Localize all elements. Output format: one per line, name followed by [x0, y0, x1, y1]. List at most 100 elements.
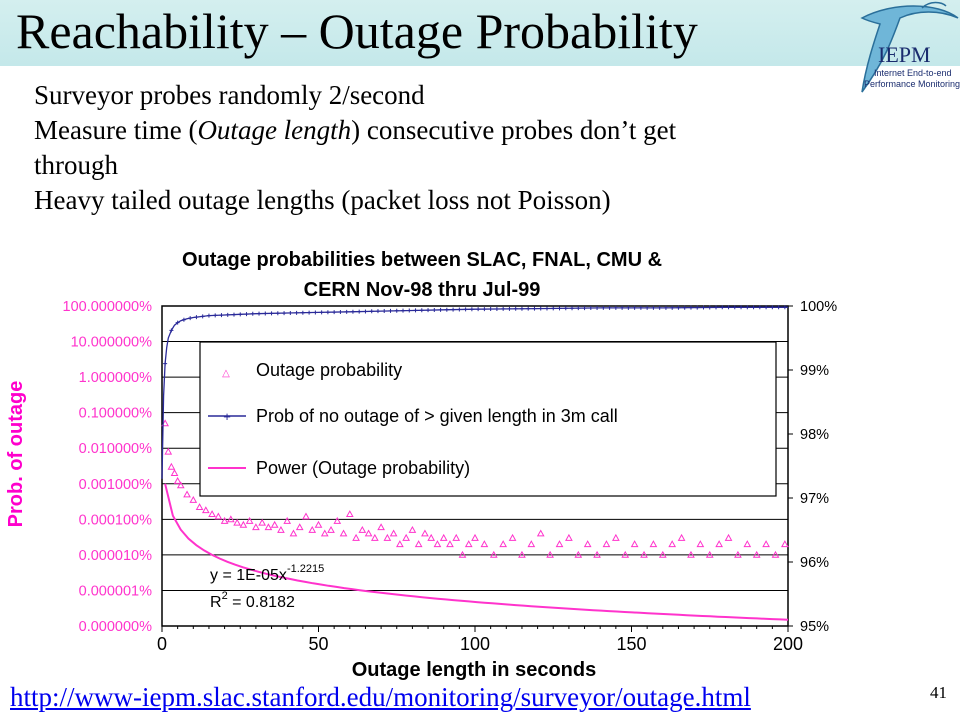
y-tick-label: 0.000000%	[79, 619, 152, 635]
chart-legend: △ Outage probability + Prob of no outage…	[199, 341, 777, 497]
outage-point	[201, 506, 210, 514]
no-outage-point	[488, 307, 493, 312]
no-outage-point	[532, 306, 537, 311]
no-outage-point	[751, 305, 756, 310]
y2-tick-label: 97%	[800, 491, 829, 507]
chart-title-line2: CERN Nov-98 thru Jul-99	[304, 279, 541, 301]
outage-point	[345, 510, 354, 518]
y-tick-label: 0.001000%	[79, 477, 152, 493]
no-outage-point	[588, 306, 593, 311]
bullet-2-cont: through	[34, 150, 118, 180]
outage-point	[612, 533, 620, 541]
no-outage-point	[200, 314, 205, 319]
no-outage-point	[369, 309, 374, 314]
outage-point	[724, 533, 733, 541]
no-outage-point	[419, 308, 424, 313]
outage-point	[452, 533, 461, 541]
no-outage-point	[282, 311, 287, 316]
outage-point	[377, 523, 385, 531]
outage-point	[414, 540, 423, 548]
outage-point	[668, 540, 677, 548]
no-outage-point	[294, 310, 299, 315]
y-axis-label: Prob. of outage	[5, 381, 27, 528]
no-outage-point	[457, 307, 462, 312]
no-outage-point	[695, 305, 700, 310]
no-outage-point	[657, 305, 662, 310]
outage-page-link[interactable]: http://www-iepm.slac.stanford.edu/monito…	[10, 682, 751, 712]
outage-point	[302, 512, 310, 520]
slide-title: Reachability – Outage Probability	[16, 3, 698, 59]
outage-point	[183, 490, 191, 498]
outage-point	[396, 540, 404, 548]
y-tick-label: 1.000000%	[79, 370, 152, 386]
no-outage-point	[206, 313, 211, 318]
outage-point	[602, 540, 611, 548]
outage-point	[715, 540, 723, 548]
no-outage-point	[507, 306, 512, 311]
y-tick-label: 0.000010%	[79, 548, 152, 564]
no-outage-point	[213, 313, 218, 318]
outage-point	[621, 550, 630, 558]
no-outage-point	[181, 317, 186, 322]
outage-point	[389, 529, 398, 537]
no-outage-point	[388, 308, 393, 313]
y-tick-label: 0.000100%	[79, 512, 152, 528]
no-outage-point	[257, 311, 262, 316]
no-outage-point	[263, 311, 268, 316]
no-outage-point	[319, 310, 324, 315]
no-outage-point	[576, 306, 581, 311]
outage-point	[630, 540, 639, 548]
outage-point	[752, 550, 761, 558]
y2-tick-label: 95%	[800, 619, 829, 635]
outage-point	[518, 550, 526, 558]
outage-point	[421, 529, 429, 537]
y2-tick-label: 98%	[800, 427, 829, 443]
no-outage-point	[745, 305, 750, 310]
outage-point	[227, 515, 235, 523]
no-outage-point	[482, 307, 487, 312]
bullet-2: Measure time (Outage length) consecutive…	[34, 115, 677, 145]
no-outage-point	[651, 305, 656, 310]
x-tick-label: 0	[157, 634, 167, 654]
no-outage-point	[544, 306, 549, 311]
legend-label-outage: Outage probability	[256, 360, 402, 380]
no-outage-point	[613, 305, 618, 310]
outage-point	[408, 526, 417, 533]
outage-point	[320, 529, 329, 537]
x-tick-label: 100	[460, 634, 490, 654]
x-tick-label: 200	[773, 634, 803, 654]
bullet-3: Heavy tailed outage lengths (packet loss…	[34, 185, 611, 215]
no-outage-point	[782, 305, 787, 310]
no-outage-point	[344, 309, 349, 314]
outage-point	[427, 533, 436, 541]
no-outage-point	[394, 308, 399, 313]
no-outage-point	[764, 305, 769, 310]
no-outage-point	[426, 308, 431, 313]
no-outage-point	[645, 305, 650, 310]
no-outage-point	[526, 306, 531, 311]
outage-point	[173, 476, 182, 484]
power-trend-line	[164, 483, 789, 621]
legend-marker-outage: △	[222, 368, 230, 379]
outage-point	[314, 520, 323, 528]
outage-point	[499, 540, 508, 548]
no-outage-point	[663, 305, 668, 310]
outage-point	[245, 516, 254, 524]
no-outage-point	[175, 320, 180, 325]
no-outage-point	[720, 305, 725, 310]
no-outage-point	[707, 305, 712, 310]
no-outage-point	[632, 305, 637, 310]
no-outage-point	[307, 310, 312, 315]
no-outage-point	[701, 305, 706, 310]
no-outage-point	[401, 308, 406, 313]
outage-point	[333, 516, 342, 524]
outage-point	[283, 516, 292, 524]
no-outage-point	[313, 310, 318, 315]
outage-point	[383, 533, 392, 541]
no-outage-point	[225, 312, 230, 317]
outage-point	[458, 550, 467, 558]
iepm-logo: IEPM Internet End-to-end Performance Mon…	[860, 1, 960, 93]
outage-point	[164, 447, 173, 455]
y-tick-label: 0.100000%	[79, 406, 152, 422]
no-outage-point	[601, 305, 606, 310]
